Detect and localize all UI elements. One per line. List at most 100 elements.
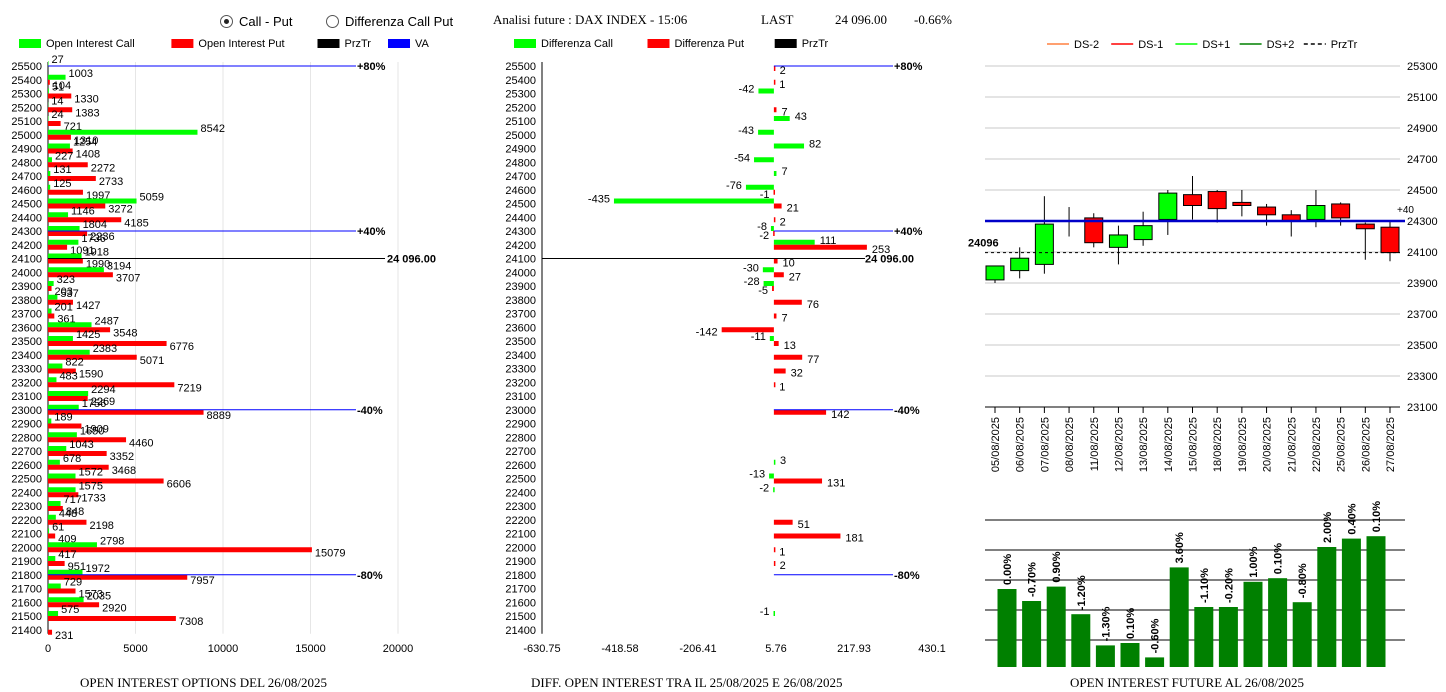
bar-put-label: 1408: [76, 149, 100, 161]
y-tick-label: 25300: [11, 89, 42, 101]
bar-diff-put: [773, 478, 823, 484]
last-label: LAST: [761, 12, 794, 27]
y-tick-label: 25100: [505, 116, 536, 128]
x-tick-label: 20000: [383, 643, 414, 655]
y-tick-label: 24100: [505, 254, 536, 266]
y-tick-label: 21900: [505, 556, 536, 568]
bar-put-label: 231: [55, 630, 73, 642]
bar-put-label: 1330: [74, 94, 98, 106]
bar-diff-put-label: 21: [787, 203, 799, 215]
bar-put: [48, 272, 113, 278]
y-tick-label: 22500: [505, 474, 536, 486]
bar-put-label: 1733: [81, 492, 105, 504]
bar-call: [48, 556, 56, 561]
bar-put-label: 3468: [112, 465, 136, 477]
oi-future-bar-label: 0.40%: [1346, 503, 1358, 534]
bar-diff-call-label: -76: [726, 180, 742, 192]
candle-body: [1380, 226, 1400, 254]
va-line-label: +80%: [894, 61, 923, 73]
bar-put: [48, 148, 73, 154]
bar-call: [48, 542, 97, 548]
y-tick-label: 22400: [505, 487, 536, 499]
bar-diff-put-label: 1: [779, 381, 785, 393]
oi-future-bar: [997, 589, 1017, 667]
y-tick-label: 22100: [11, 529, 42, 541]
bar-diff-call: [754, 157, 774, 163]
legend-label: PrzTr: [802, 38, 829, 50]
bar-call: [48, 322, 92, 328]
y-tick-label: 21700: [11, 584, 42, 596]
legend-swatch: [774, 39, 797, 48]
bar-put: [48, 327, 111, 333]
y-tick-label: 23200: [11, 377, 42, 389]
bar-call: [48, 281, 54, 286]
y-tick-label: 23400: [11, 350, 42, 362]
y-tick-label: 23800: [505, 295, 536, 307]
bar-diff-call: [763, 281, 774, 286]
legend-label: DS-1: [1138, 39, 1163, 51]
x-tick-label: 14/08/2025: [1163, 417, 1175, 472]
y-tick-label: 21500: [11, 611, 42, 623]
prztr-label: 24096: [968, 238, 999, 250]
bar-put: [48, 492, 79, 498]
bar-call-label: 2487: [95, 315, 119, 327]
footer-future: OPEN INTEREST FUTURE AL 26/08/2025: [1070, 675, 1305, 690]
last-value: 24 096.00: [835, 12, 887, 27]
bar-put: [48, 547, 312, 553]
bar-put-label: 2269: [91, 396, 115, 408]
bar-call-label: 2035: [87, 590, 111, 602]
y-tick-label: 24100: [11, 254, 42, 266]
y-tick-label: 25300: [1407, 61, 1438, 73]
bar-call-label: 8542: [200, 123, 224, 135]
radio-call-put[interactable]: Call - Put: [220, 14, 292, 29]
bar-diff-put-label: 10: [783, 258, 795, 270]
y-tick-label: 23300: [505, 364, 536, 376]
legend-swatch: [647, 39, 670, 48]
radio-call-put-dot[interactable]: [220, 15, 233, 28]
bar-put-label: 5071: [140, 355, 164, 367]
bar-diff-call: [770, 226, 774, 231]
candle-body: [1084, 217, 1104, 244]
y-tick-label: 23700: [505, 309, 536, 321]
x-tick-label: 27/08/2025: [1385, 417, 1397, 472]
radio-differenza-dot[interactable]: [326, 15, 339, 28]
legend-label: DS+2: [1267, 39, 1295, 51]
y-tick-label: 22600: [11, 460, 42, 472]
bar-put: [48, 437, 127, 443]
y-tick-label: 23100: [1407, 402, 1438, 414]
bar-put-label: 848: [66, 506, 84, 518]
oi-future-bar-label: -0.20%: [1223, 568, 1235, 603]
legend-label: DS+1: [1202, 39, 1230, 51]
radio-differenza[interactable]: Differenza Call Put: [326, 14, 453, 29]
y-tick-label: 24400: [11, 212, 42, 224]
bar-diff-put-label: 2: [780, 216, 786, 228]
bar-put: [48, 478, 164, 484]
bar-diff-put: [772, 286, 774, 291]
y-tick-label: 22700: [505, 446, 536, 458]
bar-put-label: 1310: [74, 135, 98, 147]
bar-call-label: 323: [57, 274, 75, 286]
y-tick-label: 25500: [11, 61, 42, 73]
legend-label: DS-2: [1074, 39, 1099, 51]
oi-future-bar-label: -0.70%: [1027, 562, 1039, 597]
y-tick-label: 24000: [11, 267, 42, 279]
y-tick-label: 25100: [11, 116, 42, 128]
radio-differenza-label: Differenza Call Put: [345, 14, 454, 29]
bar-call: [48, 404, 79, 410]
y-tick-label: 25000: [11, 130, 42, 142]
y-tick-label: 24600: [11, 185, 42, 197]
bar-call-label: 201: [55, 302, 73, 314]
bar-diff-put-label: 13: [784, 340, 796, 352]
oi-future-bar-label: 0.10%: [1371, 501, 1383, 532]
bar-diff-put: [773, 409, 827, 415]
x-tick-label: 15/08/2025: [1188, 417, 1200, 472]
x-tick-label: 21/08/2025: [1286, 417, 1298, 472]
y-tick-label: 24400: [505, 212, 536, 224]
bar-call: [48, 597, 84, 603]
bar-put-label: 3272: [108, 204, 132, 216]
change-value: -0.66%: [914, 12, 952, 27]
bar-call-label: 51: [52, 82, 64, 94]
candle-body: [1183, 194, 1202, 206]
bar-put: [48, 506, 63, 511]
legend-label: Open Interest Put: [198, 38, 284, 50]
